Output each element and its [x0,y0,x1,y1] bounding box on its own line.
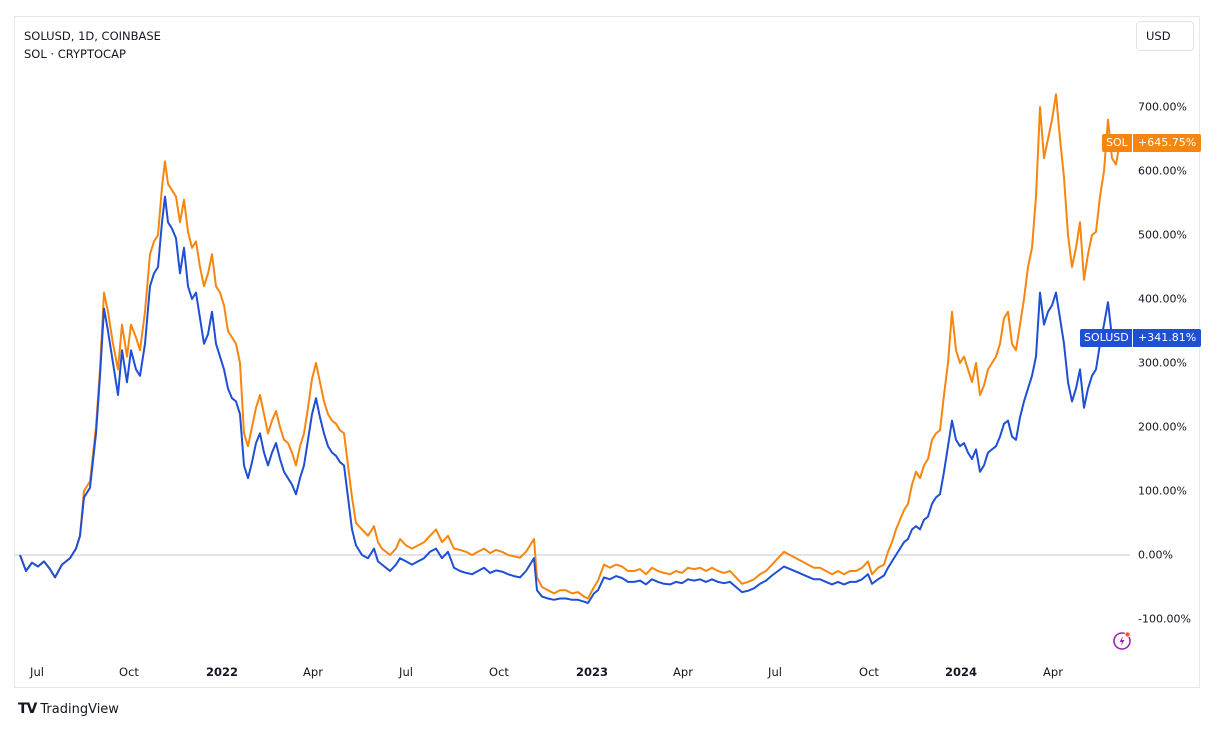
x-axis-tick: Jul [399,665,413,679]
legend-sol[interactable]: SOL · CRYPTOCAP [24,47,126,61]
x-axis-tick: Oct [489,665,509,679]
x-axis-tick: 2023 [575,665,609,679]
x-axis-tick: Apr [673,665,693,679]
tradingview-logo[interactable]: TV TradingView [18,701,119,717]
x-axis-tick: Apr [303,665,323,679]
x-axis-tick: Jul [30,665,44,679]
y-axis-tick: 200.00% [1138,420,1187,434]
x-axis-tick: 2022 [205,665,239,679]
sol-cryptocap-line [19,93,1121,600]
lightning-bolt-icon[interactable] [1112,630,1132,650]
currency-button[interactable]: USD [1136,21,1194,51]
chart-frame [14,16,1200,688]
x-axis-tick: Oct [119,665,139,679]
x-axis-tick: Apr [1043,665,1063,679]
x-axis-tick: Jul [768,665,782,679]
x-axis-tick: 2024 [944,665,978,679]
tradingview-brand-name: TradingView [40,701,119,717]
y-axis-tick: -100.00% [1138,612,1191,626]
y-axis-tick: 100.00% [1138,484,1187,498]
solusd-line [19,195,1121,604]
y-axis-tick: 300.00% [1138,356,1187,370]
y-axis-tick: 700.00% [1138,100,1187,114]
sol-tag-name: SOL [1102,134,1132,152]
solusd-tag-value: +341.81% [1132,329,1202,347]
y-axis-tick: 0.00% [1138,548,1173,562]
chart-legend: SOLUSD, 1D, COINBASE SOL · CRYPTOCAP [24,27,161,63]
solusd-tag-name: SOLUSD [1080,329,1133,347]
y-axis-tick: 400.00% [1138,292,1187,306]
sol-tag-value: +645.75% [1132,134,1202,152]
tradingview-logo-icon: TV [18,701,37,717]
y-axis-tick: 500.00% [1138,228,1187,242]
x-axis-tick: Oct [859,665,879,679]
legend-solusd[interactable]: SOLUSD, 1D, COINBASE [24,29,161,43]
y-axis-tick: 600.00% [1138,164,1187,178]
